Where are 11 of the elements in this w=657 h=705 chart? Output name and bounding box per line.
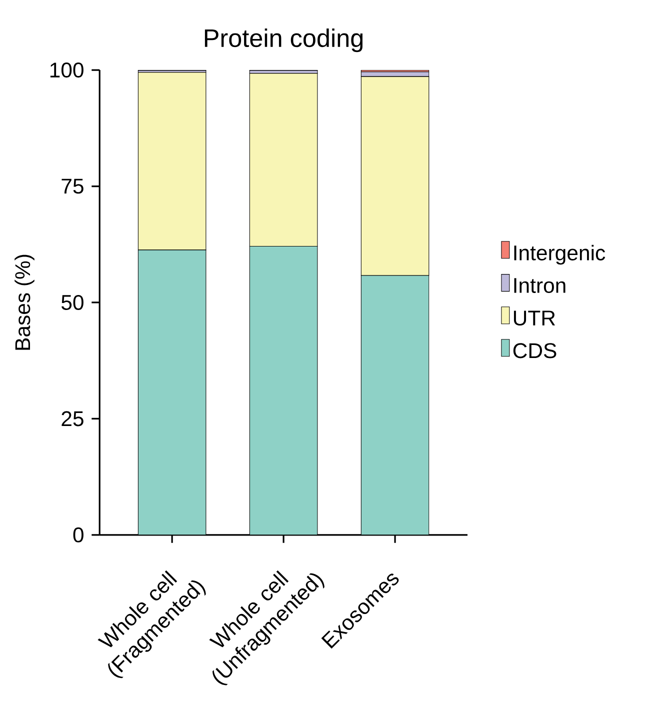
legend-label: Intron [514, 278, 566, 293]
y-tick-label: 25 [62, 411, 84, 426]
legend-label: UTR [514, 310, 555, 326]
y-axis-title: Bases (%) [14, 254, 34, 350]
y-tick-label: 100 [50, 62, 84, 78]
y-tick-label: 75 [62, 178, 84, 194]
y-tick-label: 0 [73, 527, 84, 542]
y-tick-label: 50 [61, 294, 84, 310]
legend-label: Intergenic [514, 244, 605, 265]
legend-label: CDS [513, 343, 556, 358]
chart-title: Protein coding [204, 28, 362, 52]
